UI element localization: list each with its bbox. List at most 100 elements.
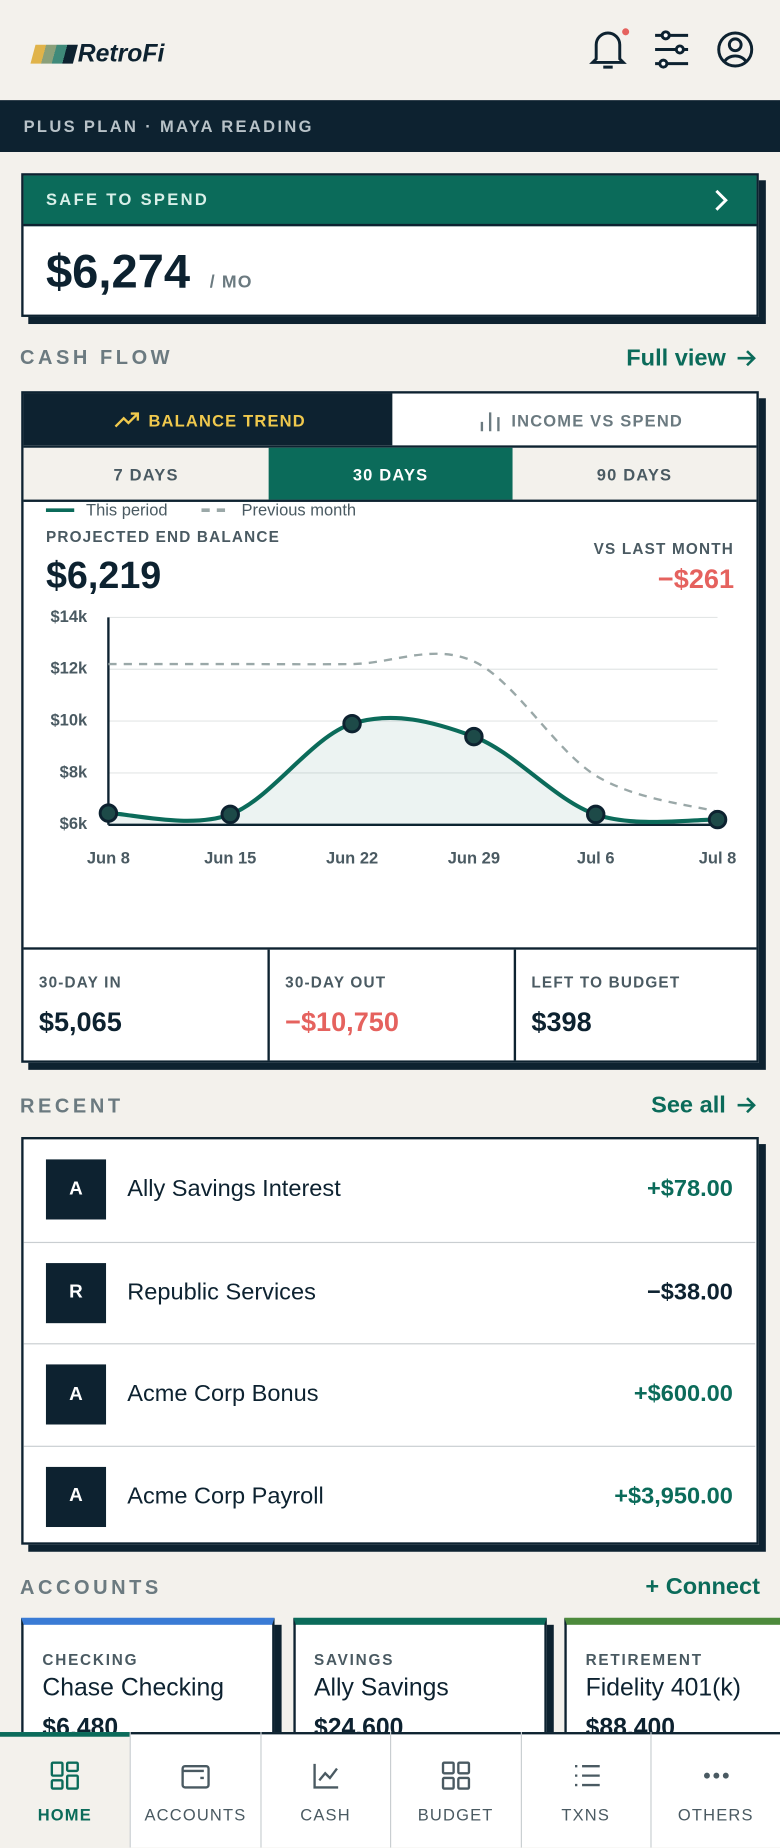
stat-label: 30-DAY OUT	[285, 973, 387, 991]
x-tick-label: Jun 15	[204, 849, 256, 867]
cash-card: BALANCE TREND INCOME VS SPEND 7 DAYS 30 …	[21, 391, 759, 1063]
stat-label: LEFT TO BUDGET	[531, 973, 681, 991]
point	[586, 804, 606, 825]
transaction-name: Acme Corp Bonus	[127, 1380, 319, 1407]
transaction-amount: +$3,950.00	[614, 1482, 733, 1509]
section-title: ACCOUNTS	[20, 1576, 162, 1599]
nav-icon	[50, 1761, 79, 1790]
stat-value: $5,065	[38, 1006, 122, 1037]
legend-label: Previous month	[242, 502, 357, 520]
vs: −$261	[657, 563, 735, 594]
avatar: A	[45, 1159, 107, 1220]
account-type: RETIREMENT	[585, 1650, 703, 1669]
chart: This period Previous month $6k $8k $10k $12k $…	[45, 502, 737, 867]
transaction-name: Republic Services	[127, 1278, 316, 1305]
nav-item[interactable]: OTHERS	[650, 1732, 780, 1848]
nav-icon	[313, 1763, 338, 1789]
arrow	[737, 350, 756, 367]
series-line	[108, 652, 718, 813]
transaction-row[interactable]: A Acme Corp Bonus +$600.00	[23, 1343, 756, 1446]
projected-label: PROJECTED END BALANCE	[45, 527, 281, 546]
account-name: Fidelity 401(k)	[585, 1674, 741, 1702]
tab-inactive[interactable]	[390, 393, 756, 446]
nav-icon	[704, 1772, 729, 1779]
connect[interactable]: + Connect	[645, 1574, 760, 1601]
nav-label: ACCOUNTS	[144, 1805, 247, 1824]
transaction-amount: +$600.00	[633, 1380, 733, 1407]
stat: 30-DAY IN $5,065	[24, 949, 270, 1061]
bottom-nav	[0, 1732, 780, 1848]
x-tick-label: Jun 8	[87, 849, 130, 867]
range[interactable]: 30 DAYS	[352, 465, 429, 485]
nav-item[interactable]: BUDGET	[390, 1732, 520, 1848]
account-name: Ally Savings	[314, 1674, 449, 1702]
logo-mark	[30, 44, 78, 64]
chevron	[715, 189, 728, 211]
y-tick-label: $6k	[60, 815, 88, 833]
safe-label: SAFE TO SPEND	[45, 189, 210, 209]
transaction-name: Ally Savings Interest	[127, 1175, 341, 1202]
see-all[interactable]: See all	[651, 1092, 726, 1119]
x-tick-label: Jul 8	[699, 849, 737, 867]
x-tick-label: Jun 22	[326, 849, 378, 867]
series-line	[108, 715, 718, 825]
nav-item[interactable]: ACCOUNTS	[130, 1732, 260, 1848]
point	[707, 809, 728, 830]
safe-card[interactable]: SAFE TO SPEND $6,274 / MO	[21, 173, 759, 317]
recent-card: A Ally Savings Interest +$78.00 R Republic S…	[21, 1137, 759, 1545]
tab: BALANCE TREND	[148, 411, 306, 431]
nav-icon	[574, 1765, 600, 1787]
full-view[interactable]: Full view	[626, 345, 726, 372]
projected: $6,219	[45, 553, 162, 597]
tab: INCOME VS SPEND	[511, 411, 684, 431]
transaction-amount: −$38.00	[647, 1278, 733, 1305]
area	[108, 717, 718, 825]
y-tick-label: $10k	[51, 711, 89, 729]
stat: LEFT TO BUDGET $398	[516, 950, 756, 1061]
nav-label: CASH	[300, 1805, 351, 1824]
stat: 30-DAY OUT −$10,750	[270, 949, 517, 1061]
plan: PLUS PLAN · MAYA READING	[23, 116, 314, 136]
avatar: A	[45, 1364, 107, 1425]
stat-value: −$10,750	[285, 1006, 399, 1037]
account-type: SAVINGS	[314, 1650, 395, 1669]
brand: RetroFi	[77, 40, 165, 68]
y-tick-label: $14k	[51, 608, 89, 626]
transaction-amount: +$78.00	[647, 1175, 733, 1202]
plan-bar	[0, 100, 780, 152]
avatar: A	[45, 1466, 107, 1527]
transaction-name: Acme Corp Payroll	[127, 1482, 324, 1509]
stat-label: 30-DAY IN	[38, 973, 122, 991]
nav-item[interactable]: HOME	[0, 1732, 130, 1848]
avatar: R	[45, 1262, 107, 1323]
bars-icon	[480, 412, 500, 432]
nav-item[interactable]: TXNS	[520, 1732, 650, 1848]
x-tick-label: Jul 6	[577, 849, 615, 867]
section-title: RECENT	[20, 1094, 124, 1117]
point	[342, 713, 362, 734]
nav-label: HOME	[37, 1805, 92, 1824]
legend-label: This period	[86, 502, 168, 520]
range[interactable]: 7 DAYS	[113, 465, 179, 485]
range[interactable]: 90 DAYS	[596, 465, 673, 485]
transaction-row[interactable]: A Ally Savings Interest +$78.00	[24, 1139, 756, 1240]
x-tick-label: Jun 29	[448, 849, 500, 867]
y-tick-label: $12k	[51, 660, 89, 678]
header-icons[interactable]	[583, 24, 760, 76]
tab-active[interactable]	[23, 393, 391, 446]
nav-icon	[181, 1765, 211, 1789]
nav-icon	[442, 1761, 471, 1790]
arrow	[737, 1097, 756, 1114]
safe-unit: / MO	[209, 272, 253, 293]
nav-label: OTHERS	[677, 1805, 754, 1824]
transaction-row[interactable]: R Republic Services −$38.00	[23, 1241, 756, 1344]
account-name: Chase Checking	[42, 1674, 224, 1702]
point	[220, 804, 240, 825]
y-tick-label: $8k	[60, 763, 88, 781]
transaction-row[interactable]: A Acme Corp Payroll +$3,950.00	[23, 1445, 756, 1542]
account-type: CHECKING	[42, 1650, 139, 1669]
safe-amount: $6,274	[45, 246, 191, 299]
vs-label: VS LAST MONTH	[593, 539, 735, 558]
nav-item[interactable]: CASH	[260, 1732, 390, 1848]
